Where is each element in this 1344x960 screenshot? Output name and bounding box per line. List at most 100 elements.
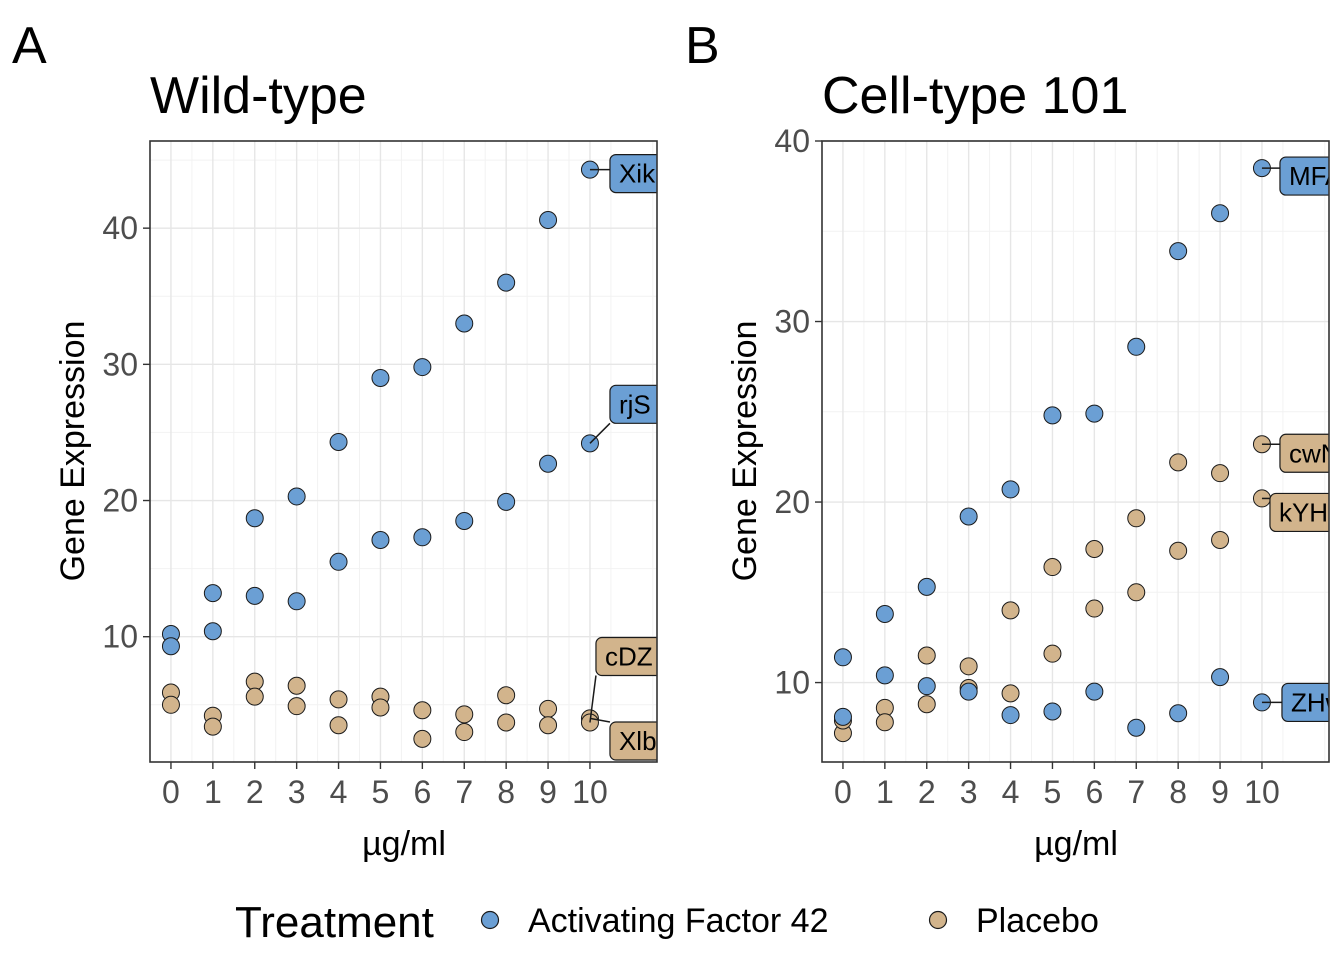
panel-b-series-labels: MFA cwN kYH ZHw [1261, 156, 1344, 723]
panel-a-data-point [413, 701, 432, 720]
panel-b-x-tick-label: 9 [1211, 774, 1229, 810]
panel-b-tag: B [685, 17, 720, 75]
legend-swatch-placebo [928, 910, 948, 930]
panel-a-data-point [455, 511, 474, 530]
panel-b-data-point [959, 507, 978, 526]
panel-a-data-point [413, 528, 432, 547]
panel-b-data-point [1211, 668, 1230, 687]
panel-b-x-tick-label: 10 [1244, 774, 1280, 810]
panel-b-data-point [917, 646, 936, 665]
panel-a-x-tick-label: 2 [246, 774, 264, 810]
panel-a-data-point [245, 672, 264, 691]
panel-a-title: Wild-type [150, 67, 367, 125]
panel-b-series-label-box [1269, 492, 1329, 533]
panel-b-x-tick-label: 7 [1127, 774, 1145, 810]
panel-a-data-point [539, 210, 558, 229]
panel-a-series-labels: Xik rjS Xlb cDZ [589, 154, 657, 761]
panel-a-y-axis-label: Gene Expression [54, 321, 92, 582]
panel-b-x-tick-label: 8 [1169, 774, 1187, 810]
panel-b-y-tick-label: 10 [774, 665, 810, 701]
panel-b-y-tick-label: 30 [774, 304, 810, 340]
panel-a-y-tick-label: 20 [102, 483, 138, 519]
panel-a-series-label: Xik [619, 159, 656, 189]
panel-b-data-point [833, 648, 852, 667]
panel-b-series-label-box [1279, 156, 1329, 196]
panel-a-data-point [539, 699, 558, 718]
panel-a-data-point [245, 687, 264, 706]
panel-b-x-tick-label: 4 [1002, 774, 1020, 810]
panel-a-data-point [497, 686, 516, 705]
legend-label-placebo: Placebo [976, 902, 1099, 940]
panel-b-data-point [1127, 718, 1146, 737]
panel-b-y-tick-label: 40 [774, 123, 810, 159]
panel-a-data-point [455, 314, 474, 333]
panel-a-data-point [371, 368, 390, 387]
panel-a-data-point [203, 717, 222, 736]
panel-a-data-point [329, 432, 348, 451]
panel-a-label-connector [589, 717, 611, 723]
panel-b-data-point [1211, 204, 1230, 223]
panel-a-data-point [245, 586, 264, 605]
panel-a-series-label-box [609, 154, 657, 194]
panel-b-series-label: cwN [1289, 438, 1340, 468]
legend-title: Treatment [235, 898, 434, 947]
panel-b-data-point [1043, 558, 1062, 577]
panel-b-series-label-box [1279, 433, 1329, 473]
panel-b-data-point [1043, 702, 1062, 721]
panel-a-data-point [203, 622, 222, 641]
panel-a-series-label-box [609, 384, 657, 424]
legend: Treatment Activating Factor 42 Placebo [235, 898, 1099, 947]
panel-a-data-point [455, 723, 474, 742]
panel-b-data-point [833, 707, 852, 726]
panel-b-data-point [1127, 509, 1146, 528]
panel-b-series-label: ZHw [1291, 687, 1344, 717]
panel-b-data-point [917, 577, 936, 596]
panel-a-x-tick-label: 9 [539, 774, 557, 810]
panel-b-x-tick-label: 0 [834, 774, 852, 810]
panel-a-data-point [413, 358, 432, 377]
panel-b-y-axis-label: Gene Expression [726, 321, 764, 582]
panel-a-data-point [539, 454, 558, 473]
panel-a-y-tick-label: 40 [102, 210, 138, 246]
panel-b-x-axis-label: µg/ml [1034, 825, 1118, 863]
panel-a-series-label: cDZ [605, 642, 653, 672]
panel-a-y-tick-label: 10 [102, 619, 138, 655]
panel-b-data-point [1211, 464, 1230, 483]
panel-b-data-point [875, 666, 894, 685]
panel-a-x-tick-label: 8 [497, 774, 515, 810]
panel-a-series-label: rjS [619, 389, 651, 419]
panel-b-data-point [1169, 704, 1188, 723]
panel-a-data-point [539, 716, 558, 735]
panel-b-x-tick-label: 6 [1085, 774, 1103, 810]
panel-b-data-point [1001, 706, 1020, 725]
panel-a-data-point [287, 676, 306, 695]
panel-a-x-tick-label: 5 [372, 774, 390, 810]
panel-a-data-point [455, 705, 474, 724]
panel-a-x-tick-label: 10 [572, 774, 608, 810]
panel-b-data-point [1085, 539, 1104, 558]
panel-b-data-point [917, 695, 936, 714]
panel-a-series-label: Xlb [619, 726, 657, 756]
panel-b-y-tick-label: 20 [774, 484, 810, 520]
panel-b-data-point [1127, 583, 1146, 602]
panel-a-data-point [497, 273, 516, 292]
legend-label-activating-factor-42: Activating Factor 42 [528, 902, 828, 940]
panel-b-series-label: kYH [1279, 497, 1328, 527]
panel-a-x-tick-label: 7 [455, 774, 473, 810]
panel-b-data-point [1001, 601, 1020, 620]
panel-b-series-label-box [1281, 682, 1329, 723]
panel-b-data-point [1043, 644, 1062, 663]
panel-a-data-point [287, 592, 306, 611]
panel-b-data-point [1085, 404, 1104, 423]
panel-b-data-point [1211, 530, 1230, 549]
panel-b-data-point [1085, 599, 1104, 618]
panel-b-data-point [875, 713, 894, 732]
panel-b-data-point [1127, 337, 1146, 356]
panel-b-data-point [959, 657, 978, 676]
panel-b-points [833, 159, 1271, 743]
panel-a-label-connector [589, 422, 611, 444]
panel-b-data-point [875, 604, 894, 623]
panel-b-data-point [917, 677, 936, 696]
panel-a-series-label-box [609, 721, 657, 761]
